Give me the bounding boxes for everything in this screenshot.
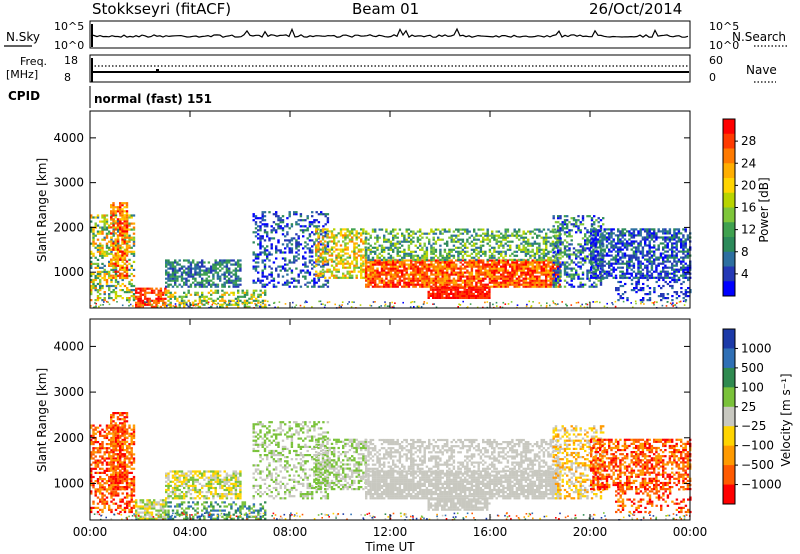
colorbar-tick-label: 100	[741, 380, 764, 394]
x-tick-label: 04:00	[173, 525, 208, 539]
noise-tick-bottom-right: 10^0	[709, 39, 739, 52]
colorbar-tick-label: 500	[741, 361, 764, 375]
velocity-heatmap	[90, 412, 692, 521]
nave-tick-top: 60	[709, 54, 723, 67]
y-tick-label: 3000	[53, 385, 84, 399]
x-tick-label: 16:00	[473, 525, 508, 539]
x-axis-label: Time UT	[364, 540, 415, 554]
colorbar-tick-label: −500	[741, 458, 774, 472]
freq-unit: [MHz]	[6, 68, 38, 81]
y-tick-label: 4000	[53, 339, 84, 353]
nave-label: Nave	[746, 63, 777, 77]
noise-tick-top-left: 10^5	[54, 20, 84, 33]
noise-tick-bottom-left: 10^0	[54, 39, 84, 52]
colorbar-tick-label: 8	[741, 245, 749, 259]
x-tick-label: 08:00	[273, 525, 308, 539]
cpid-text: normal (fast) 151	[94, 92, 212, 106]
y-tick-label: 1000	[53, 476, 84, 490]
y-tick-label: 2000	[53, 431, 84, 445]
nsky-trace	[90, 27, 689, 38]
x-tick-label: 12:00	[373, 525, 408, 539]
colorbar-tick-label: 1000	[741, 341, 772, 355]
x-tick-label: 00:00	[73, 525, 108, 539]
colorbar-tick-label: 12	[741, 223, 756, 237]
nsearch-label: N.Search	[732, 30, 786, 44]
station-title: Stokkseyri (fitACF)	[92, 0, 231, 18]
colorbar-tick-label: 25	[741, 400, 756, 414]
power-colorbar-label: Power [dB]	[757, 177, 771, 242]
power-heatmap	[90, 202, 692, 309]
colorbar-tick-label: 16	[741, 201, 756, 215]
x-tick-label: 00:00	[673, 525, 708, 539]
power-axes: 1000 2000 3000 4000	[53, 111, 691, 308]
date-title: 26/Oct/2014	[589, 0, 682, 18]
velocity-axes: 1000 2000 3000 4000 00:00 04:00 08:00 12:00 16:0…	[53, 319, 707, 539]
y-tick-label: 4000	[53, 131, 84, 145]
colorbar-tick-label: −25	[741, 419, 766, 433]
y-tick-label: 1000	[53, 265, 84, 279]
velocity-panel: 1000 2000 3000 4000 00:00 04:00 08:00 12:00 16:0…	[35, 318, 793, 539]
nsky-label: N.Sky	[6, 30, 40, 44]
colorbar-tick-label: 28	[741, 134, 756, 148]
beam-title: Beam 01	[352, 0, 419, 18]
velocity-ylabel: Slant Range [km]	[35, 368, 49, 472]
colorbar-tick-label: 20	[741, 178, 756, 192]
power-ylabel: Slant Range [km]	[35, 158, 49, 262]
cpid-label: CPID	[8, 89, 40, 103]
y-tick-label: 3000	[53, 176, 84, 190]
velocity-colorbar-label: Velocity [m s⁻¹]	[779, 373, 793, 466]
colorbar-tick-label: 4	[741, 267, 749, 281]
y-tick-label: 2000	[53, 220, 84, 234]
colorbar-tick-label: −100	[741, 439, 774, 453]
cpid-panel: normal (fast) 151	[89, 86, 212, 108]
power-panel: 1000 2000 3000 4000 Slant Range [km] 28 24 20…	[35, 110, 771, 309]
noise-tick-top-right: 10^5	[709, 20, 739, 33]
velocity-colorbar: 1000 500 100 25 −25 −100 −500 −1000	[722, 328, 782, 505]
x-tick-label: 20:00	[573, 525, 608, 539]
colorbar-tick-label: −1000	[741, 478, 782, 492]
colorbar-tick-label: 24	[741, 156, 756, 170]
freq-tick-bottom: 8	[64, 71, 71, 84]
noise-panel: N.Sky 10^5 10^0 10^5 10^0 N.Search	[4, 20, 788, 52]
power-colorbar: 28 24 20 16 12 8 4	[722, 118, 756, 297]
freq-panel: Freq. [MHz] CPID 18 8 60 0 Nave	[6, 54, 777, 103]
freq-label: Freq.	[20, 55, 47, 68]
freq-tick-top: 18	[64, 54, 78, 67]
nave-tick-bottom: 0	[709, 71, 716, 84]
